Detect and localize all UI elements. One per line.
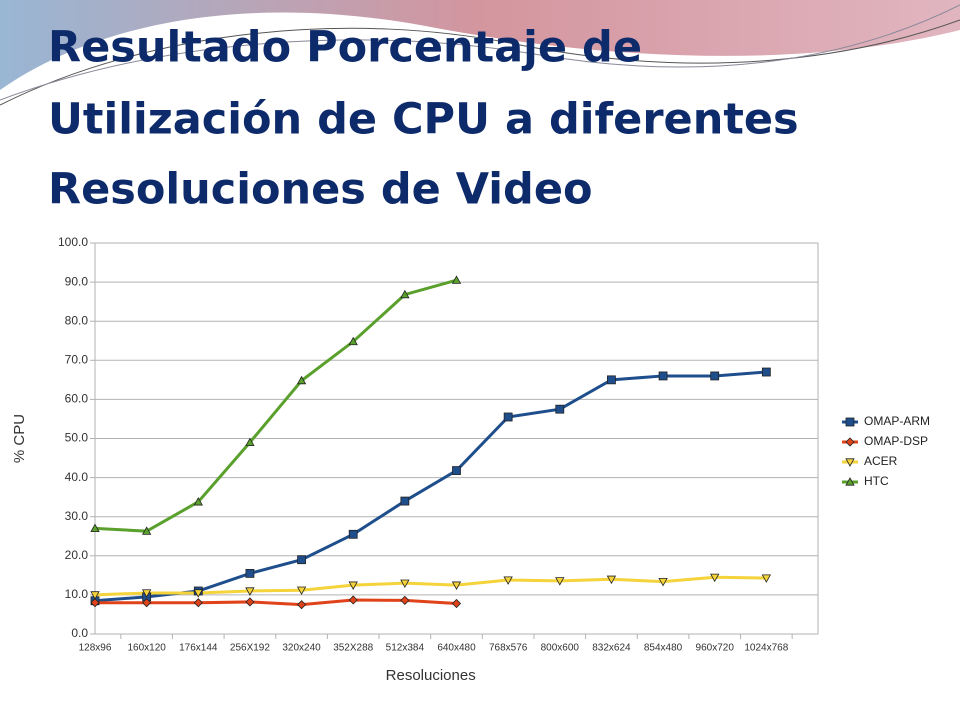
y-tick-label: 60.0 (65, 392, 89, 406)
legend-marker (845, 437, 855, 447)
data-point (555, 404, 565, 414)
data-point (296, 375, 307, 385)
legend-label: OMAP-DSP (864, 434, 928, 448)
x-tick-label: 800x600 (541, 643, 580, 654)
x-tick-label: 512x384 (386, 643, 425, 654)
data-point (606, 575, 617, 585)
y-tick-label: 40.0 (65, 470, 89, 484)
x-axis-label: Resoluciones (386, 667, 476, 684)
data-point (710, 371, 720, 381)
x-tick-label: 854x480 (644, 643, 683, 654)
data-point (245, 437, 255, 447)
legend-label: ACER (864, 454, 898, 468)
legend-marker (845, 417, 855, 427)
data-point (452, 466, 461, 475)
data-point (400, 289, 410, 299)
series-line (95, 598, 457, 607)
series-line (94, 278, 457, 533)
x-tick-label: 640x480 (437, 643, 476, 654)
data-point (90, 591, 100, 600)
data-point (607, 375, 616, 385)
data-point (761, 367, 771, 377)
data-point (451, 275, 462, 284)
decoration-line (0, 4, 960, 101)
data-point (348, 529, 358, 539)
data-point (142, 598, 152, 608)
chart: 0.0 10.0 20.0 30.0 40.0 50.0 60.0 70.0 80.0 90.0 1… (11, 235, 930, 684)
x-tick-label: 768x576 (489, 643, 528, 654)
data-point (451, 598, 462, 609)
data-point (503, 412, 513, 422)
data-point (348, 336, 358, 346)
legend-label: OMAP-ARM (864, 414, 930, 428)
data-point (245, 568, 255, 578)
x-tick-label: 1024x768 (744, 643, 788, 654)
data-point (348, 595, 358, 605)
data-point (348, 581, 358, 590)
y-tick-label: 50.0 (65, 431, 89, 445)
data-point (141, 526, 152, 535)
legend-marker (845, 477, 855, 486)
x-tick-label: 832x624 (592, 643, 631, 654)
y-tick-label: 10.0 (65, 587, 89, 601)
data-point (193, 589, 203, 598)
legend-marker (845, 458, 855, 467)
x-tick-label: 128x96 (79, 643, 112, 654)
title-line: Resultado Porcentaje de (48, 23, 642, 73)
y-tick-label: 20.0 (65, 548, 89, 562)
y-tick-label: 100.0 (58, 235, 88, 249)
data-point (141, 589, 152, 598)
data-point (555, 577, 565, 586)
y-tick-label: 70.0 (65, 352, 89, 366)
data-point (90, 523, 100, 533)
x-tick-label: 352X288 (333, 643, 373, 654)
x-tick-label: 960x720 (696, 643, 735, 654)
data-point (400, 579, 410, 588)
series-line (94, 370, 767, 603)
y-tick-label: 90.0 (65, 274, 89, 288)
data-point (451, 581, 462, 590)
decoration (0, 0, 960, 90)
data-point (245, 587, 255, 596)
data-point (245, 597, 255, 607)
x-tick-label: 176x144 (179, 643, 218, 654)
legend-label: HTC (864, 474, 889, 488)
x-tick-label: 256X192 (230, 643, 270, 654)
data-point (761, 574, 772, 583)
x-tick-label: 320x240 (282, 643, 321, 654)
data-point (297, 555, 306, 565)
data-point (193, 598, 203, 608)
x-tick-label: 160x120 (127, 643, 166, 654)
y-axis-label: % CPU (11, 414, 28, 463)
data-point (710, 573, 720, 583)
title-line: Utilización de CPU a diferentes (48, 95, 799, 145)
data-point (400, 496, 410, 506)
data-point (400, 595, 410, 605)
data-point (296, 586, 307, 596)
series-line (94, 575, 767, 597)
y-tick-label: 0.0 (71, 626, 88, 640)
y-tick-label: 80.0 (65, 313, 89, 327)
data-point (297, 600, 307, 610)
decoration-line (0, 19, 960, 106)
data-point (193, 497, 203, 506)
title-line: Resoluciones de Video (48, 165, 593, 215)
data-point (658, 371, 668, 381)
data-point (658, 578, 668, 587)
data-point (90, 598, 100, 608)
y-tick-label: 30.0 (65, 509, 89, 523)
data-point (503, 576, 513, 585)
